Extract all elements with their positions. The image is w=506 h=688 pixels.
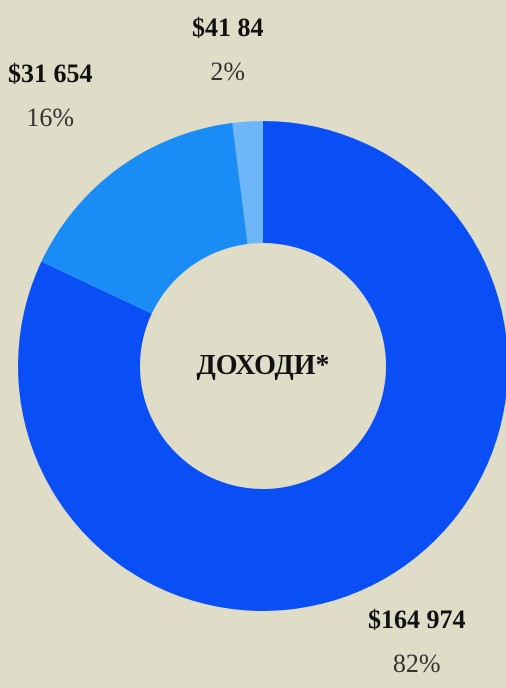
slice-percent-label: 16% [26,103,75,132]
slice-percent-label: 82% [392,649,441,678]
donut-slices [18,121,506,611]
slice-value-label: $164 974 [368,605,466,634]
slice-label-0: $164 974 82% [368,607,466,677]
slice-value-label: $31 654 [8,59,93,88]
donut-slice-1 [41,122,248,314]
slice-percent-label: 2% [210,57,246,86]
donut-slice-2 [232,121,263,244]
slice-label-2: $41 84 2% [192,15,264,85]
slice-label-1: $31 654 16% [8,61,93,131]
chart-title: ДОХОДИ* [196,350,330,381]
slice-value-label: $41 84 [192,13,264,42]
donut-slice-0 [18,121,506,611]
